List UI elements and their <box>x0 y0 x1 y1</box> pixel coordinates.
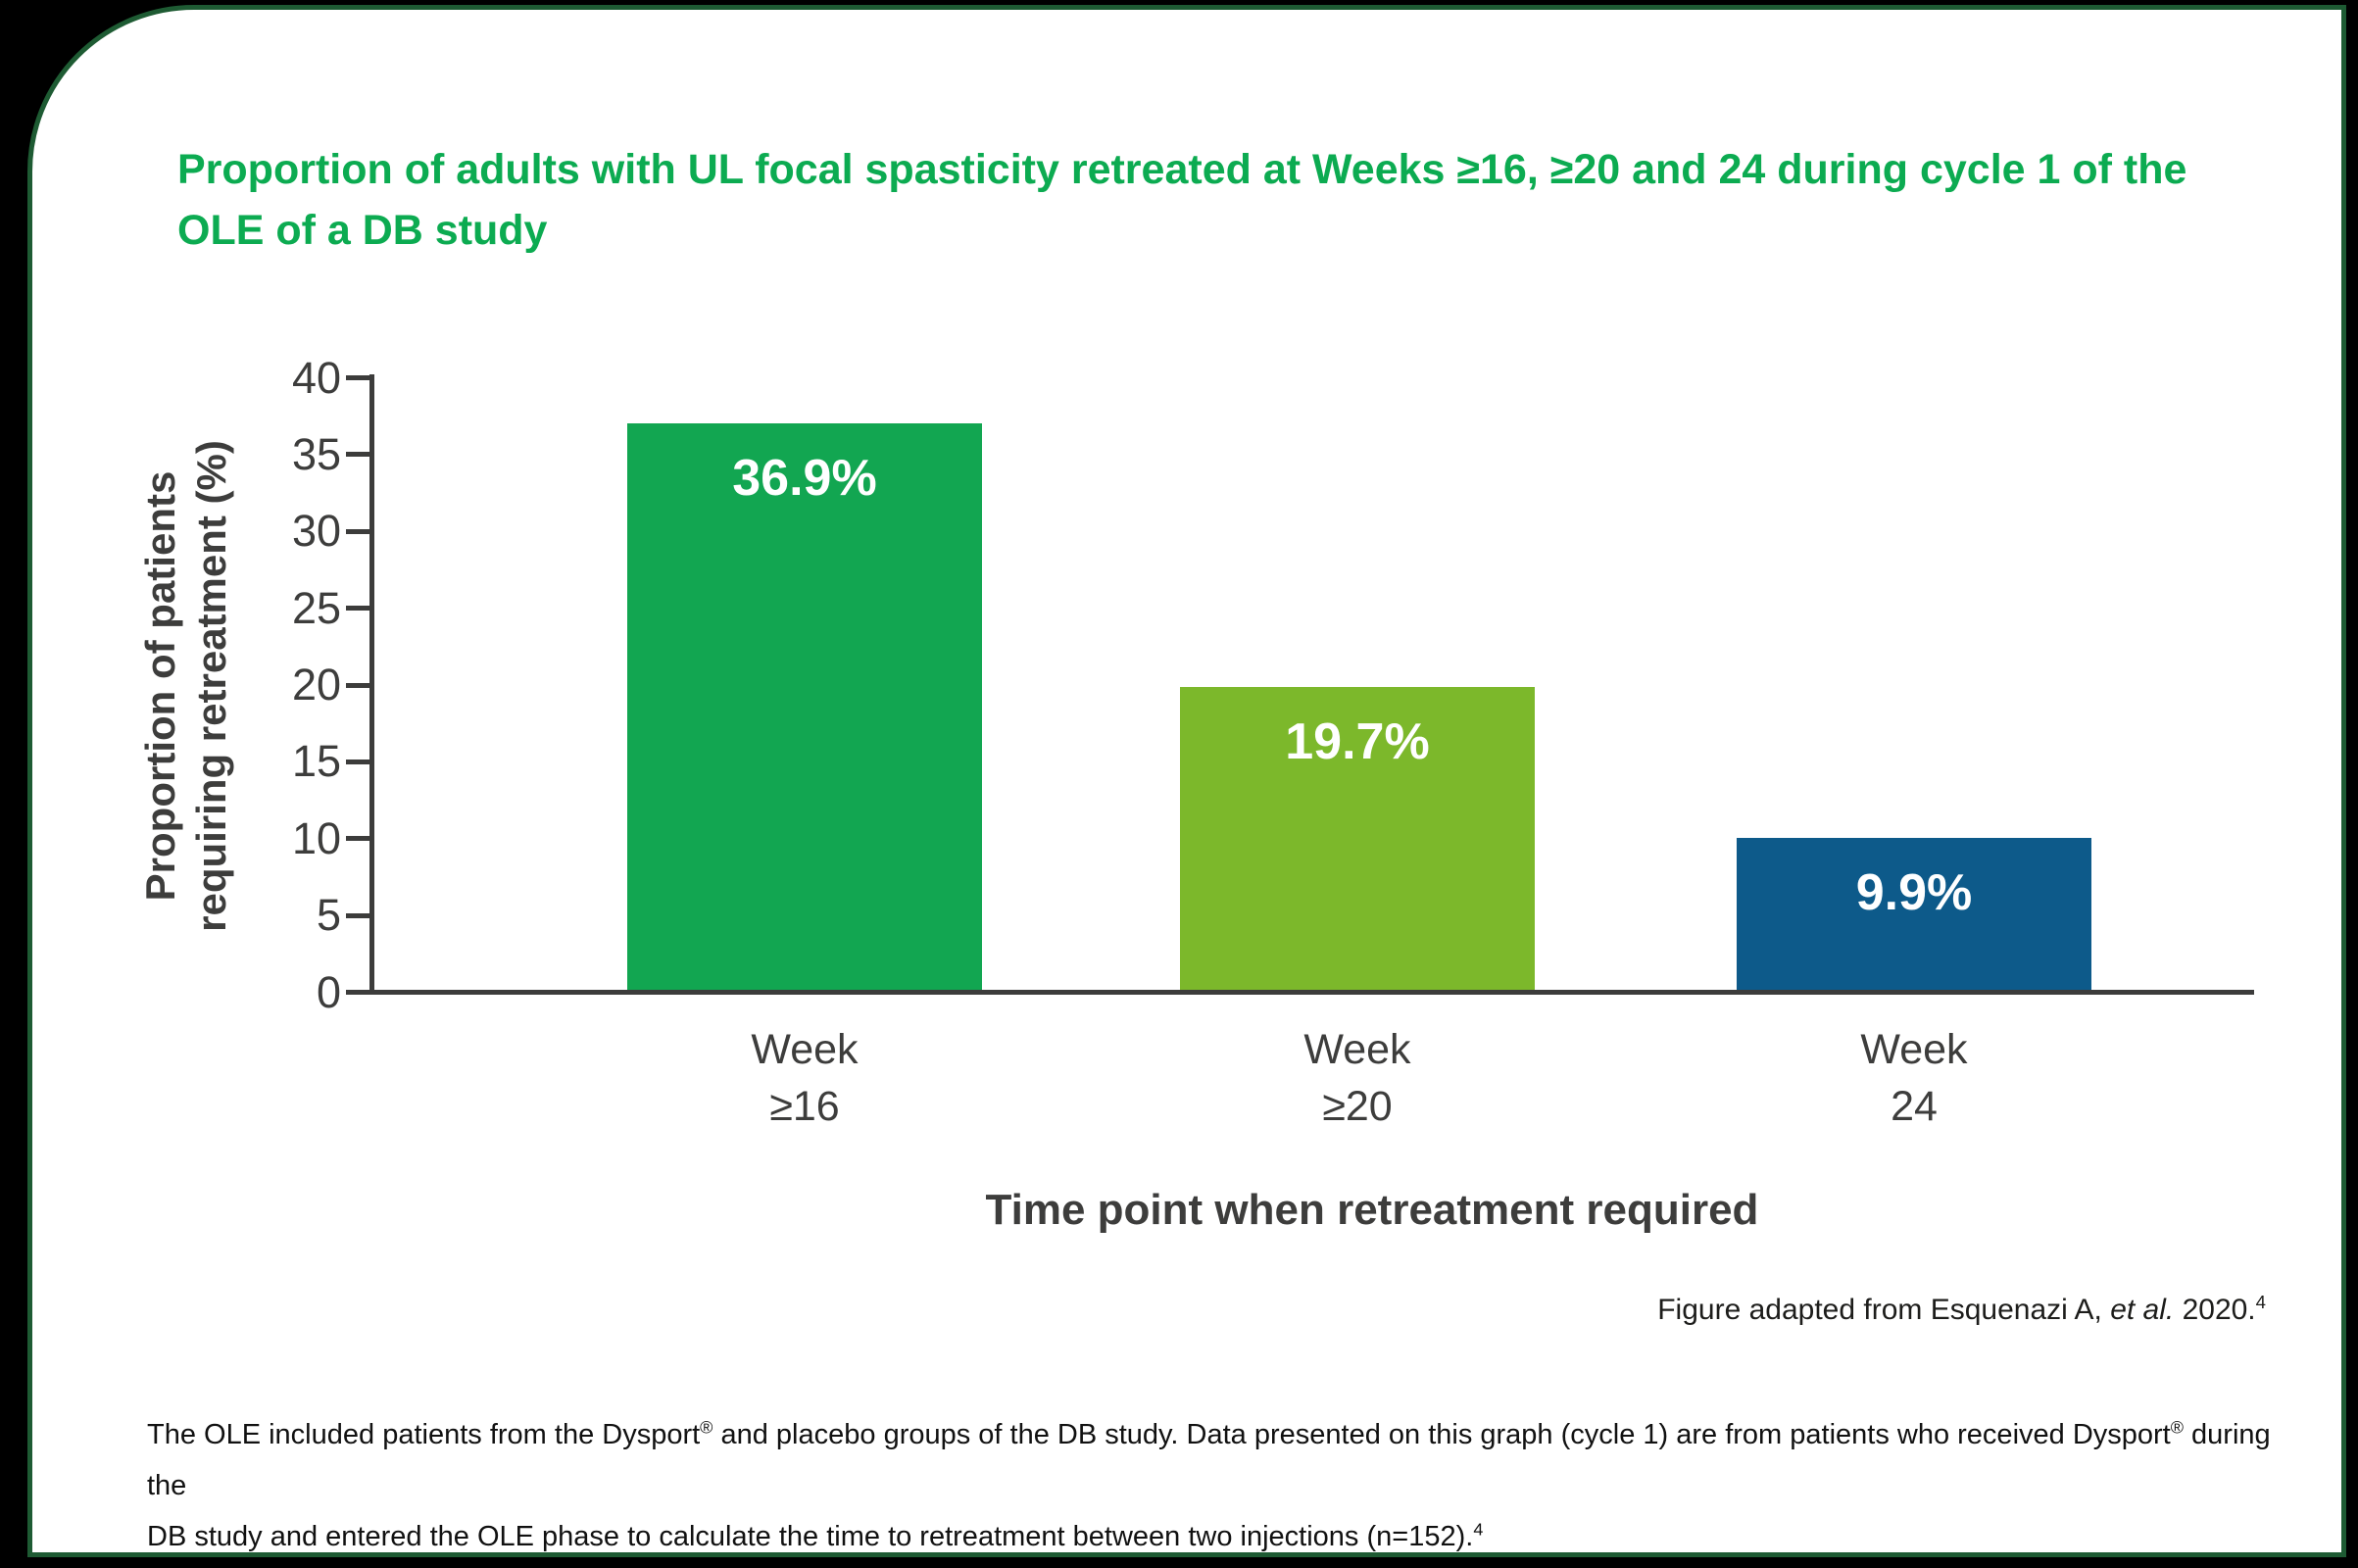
y-axis-tick-label-20: 20 <box>291 660 341 710</box>
registered-trademark-superscript: ® <box>700 1417 713 1438</box>
y-axis-tick-label-40: 40 <box>291 352 341 403</box>
y-axis-tick-10 <box>346 836 369 842</box>
chart-title-line1: Proportion of adults with UL focal spast… <box>177 146 2187 193</box>
chart-title-line2: OLE of a DB study <box>177 207 548 254</box>
y-axis-tick-35 <box>346 452 369 458</box>
y-axis-tick-label-35: 35 <box>291 428 341 479</box>
y-axis-tick-label-5: 5 <box>316 890 341 941</box>
x-axis-tick-label-week-16: Week ≥16 <box>751 1026 859 1130</box>
x-axis-line <box>369 990 2254 995</box>
y-axis-tick-label-15: 15 <box>291 736 341 787</box>
caption-year: 2020. <box>2174 1294 2256 1326</box>
x-axis-tick-label-week-24: Week 24 <box>1860 1026 1968 1130</box>
caption-text: Figure adapted from Esquenazi A, <box>1657 1294 2111 1326</box>
x-axis-tick-label-week-20: Week ≥20 <box>1303 1026 1411 1130</box>
footnote-text: The OLE included patients from the Dyspo… <box>147 1419 701 1450</box>
x-axis-title: Time point when retreatment required <box>985 1186 1759 1234</box>
footnote-text: during the <box>147 1419 2271 1501</box>
y-axis-tick-15 <box>346 759 369 764</box>
bar-week-24 <box>1737 837 2091 990</box>
footnote-text: and placebo groups of the DB study. Data… <box>712 1419 2171 1450</box>
bar-value-label-week-16: 36.9% <box>732 449 877 507</box>
footnote-reference-superscript: 4 <box>1473 1519 1484 1540</box>
y-axis-tick-25 <box>346 606 369 612</box>
bar-value-label-week-20: 19.7% <box>1285 713 1430 771</box>
y-axis-tick-label-0: 0 <box>316 966 341 1017</box>
y-axis-tick-30 <box>346 528 369 534</box>
footnote-text: DB study and entered the OLE phase to ca… <box>147 1521 1474 1552</box>
bar-week-16 <box>627 422 982 990</box>
footnote: The OLE included patients from the Dyspo… <box>147 1409 2303 1562</box>
bar-week-20 <box>1180 687 1535 990</box>
y-axis-tick-label-30: 30 <box>291 506 341 557</box>
y-axis-tick-0 <box>346 990 369 995</box>
chart-title: Proportion of adults with UL focal spast… <box>177 139 2186 261</box>
caption-etal: et al. <box>2110 1294 2175 1326</box>
y-axis-tick-40 <box>346 375 369 380</box>
y-axis-tick-5 <box>346 912 369 918</box>
y-axis-tick-20 <box>346 682 369 688</box>
registered-trademark-superscript: ® <box>2170 1417 2184 1438</box>
y-axis-tick-label-10: 10 <box>291 812 341 863</box>
y-axis-line <box>369 374 374 995</box>
figure-caption: Figure adapted from Esquenazi A, et al. … <box>1176 1292 2266 1327</box>
y-axis-tick-label-25: 25 <box>291 582 341 633</box>
caption-reference-superscript: 4 <box>2255 1292 2266 1312</box>
bar-value-label-week-24: 9.9% <box>1855 863 1973 921</box>
